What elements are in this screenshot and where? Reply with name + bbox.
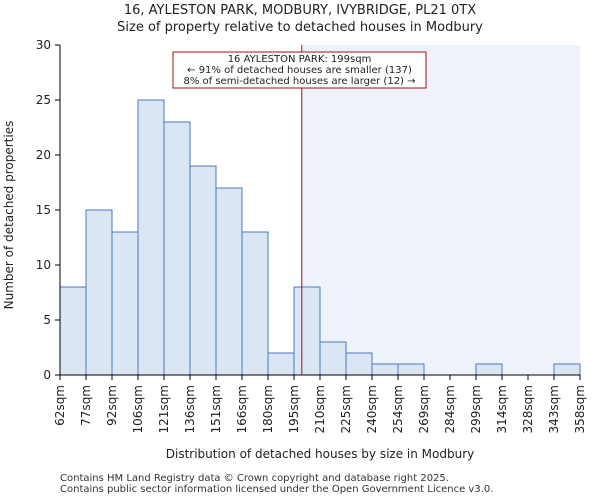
x-tick-label-269sqm: 269sqm: [417, 385, 431, 433]
bar-299sqm: [475, 363, 503, 376]
chart-title-line2: Size of property relative to detached ho…: [117, 20, 483, 35]
bar-254sqm: [397, 363, 425, 376]
bar-92sqm: [111, 231, 139, 376]
bar-210sqm: [319, 341, 347, 376]
bar-77sqm: [85, 209, 113, 376]
footer-copyright: Contains HM Land Registry data © Crown c…: [60, 473, 449, 484]
annotation-smaller: ← 91% of detached houses are smaller (13…: [187, 65, 412, 76]
x-tick-label-343sqm: 343sqm: [547, 385, 561, 433]
x-axis-label: Distribution of detached houses by size …: [166, 447, 474, 461]
bar-180sqm: [267, 352, 295, 376]
x-tick-label-195sqm: 195sqm: [287, 385, 301, 433]
bar-166sqm: [241, 231, 269, 376]
x-tick-label-358sqm: 358sqm: [573, 385, 587, 433]
x-tick-label-210sqm: 210sqm: [313, 385, 327, 433]
bar-136sqm: [189, 165, 217, 376]
x-tick-label-314sqm: 314sqm: [495, 385, 509, 433]
x-tick-label-254sqm: 254sqm: [391, 385, 405, 433]
annotation-larger: 8% of semi-detached houses are larger (1…: [183, 76, 415, 87]
footer-licence: Contains public sector information licen…: [60, 484, 494, 495]
y-tick-label-25: 25: [36, 93, 51, 107]
x-tick-label-77sqm: 77sqm: [79, 385, 93, 426]
x-tick-label-121sqm: 121sqm: [157, 385, 171, 433]
bar-106sqm: [137, 99, 165, 376]
x-tick-label-136sqm: 136sqm: [183, 385, 197, 433]
x-tick-label-166sqm: 166sqm: [235, 385, 249, 433]
y-tick-label-15: 15: [36, 203, 51, 217]
bar-195sqm: [293, 286, 321, 376]
x-tick-label-106sqm: 106sqm: [131, 385, 145, 433]
bar-225sqm: [345, 352, 373, 376]
highlight-region: [301, 45, 580, 375]
chart-title-line1: 16, AYLESTON PARK, MODBURY, IVYBRIDGE, P…: [123, 3, 477, 18]
x-tick-label-180sqm: 180sqm: [261, 385, 275, 433]
x-tick-label-151sqm: 151sqm: [209, 385, 223, 433]
y-tick-label-5: 5: [43, 313, 51, 327]
x-tick-label-328sqm: 328sqm: [521, 385, 535, 433]
y-tick-label-10: 10: [36, 258, 51, 272]
y-tick-label-0: 0: [43, 368, 51, 382]
bar-121sqm: [163, 121, 191, 376]
y-tick-label-30: 30: [36, 38, 51, 52]
y-tick-label-20: 20: [36, 148, 51, 162]
bar-240sqm: [371, 363, 399, 376]
x-tick-label-225sqm: 225sqm: [339, 385, 353, 433]
bar-151sqm: [215, 187, 243, 376]
bar-343sqm: [553, 363, 581, 376]
x-tick-label-299sqm: 299sqm: [469, 385, 483, 433]
x-tick-label-62sqm: 62sqm: [53, 385, 67, 426]
annotation-box: [172, 51, 427, 89]
x-tick-label-240sqm: 240sqm: [365, 385, 379, 433]
bar-62sqm: [59, 286, 87, 376]
x-tick-label-92sqm: 92sqm: [105, 385, 119, 426]
annotation-title: 16 AYLESTON PARK: 199sqm: [228, 54, 372, 65]
y-axis-label: Number of detached properties: [2, 121, 16, 310]
x-tick-label-284sqm: 284sqm: [443, 385, 457, 433]
